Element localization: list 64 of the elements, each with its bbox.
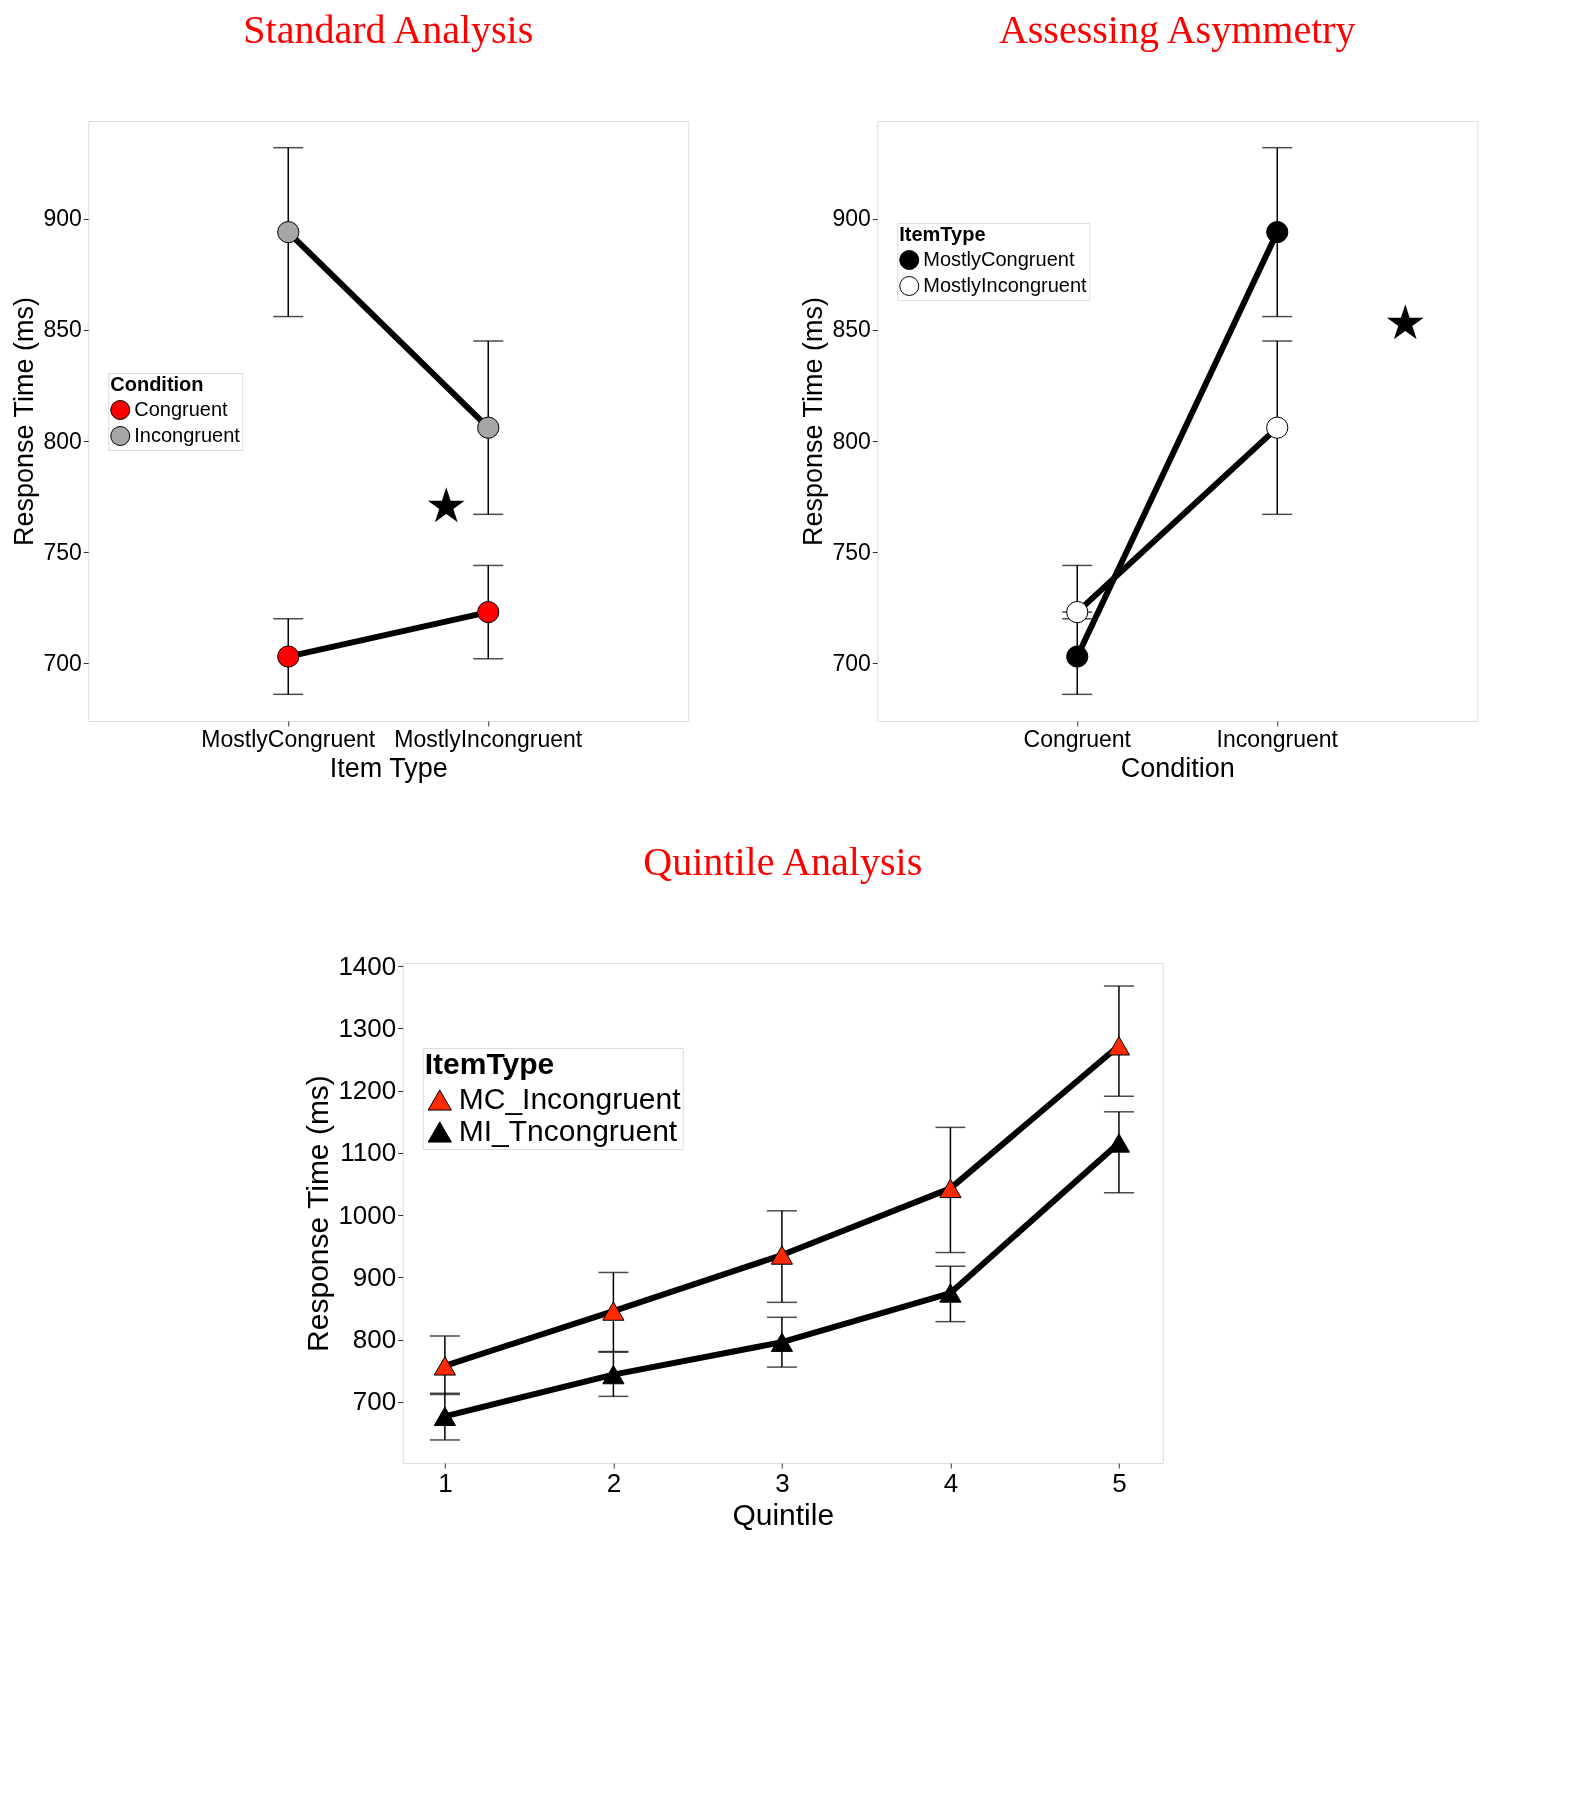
y-tick-label: 800 [352, 1324, 397, 1355]
point [477, 416, 500, 439]
point [770, 1332, 794, 1352]
point [939, 1178, 962, 1199]
legend-label: MostlyCongruent [923, 248, 1075, 270]
annotation: ★ [1383, 294, 1427, 350]
y-tick-label: 850 [832, 316, 871, 343]
x-tick-label: 4 [943, 1467, 959, 1498]
point [602, 1301, 625, 1321]
y-tick-label: 1000 [338, 1199, 397, 1230]
y-tick-label: 1300 [338, 1012, 397, 1043]
x-tick-label: 3 [775, 1467, 790, 1498]
point [1066, 645, 1089, 668]
x-tick-label: 2 [606, 1467, 622, 1498]
legend-label: MostlyIncongruent [923, 274, 1088, 296]
chart-title: Standard Analysis [243, 7, 534, 52]
y-axis-title: Response Time (ms) [9, 296, 40, 547]
y-axis-title: Response Time (ms) [798, 296, 829, 547]
point [477, 601, 500, 624]
x-tick-label: MostlyIncongruent [394, 725, 583, 752]
y-tick-label: 750 [43, 538, 82, 565]
point [433, 1356, 456, 1376]
y-tick-label: 700 [352, 1386, 397, 1417]
y-tick-label: 800 [43, 427, 82, 454]
legend-label: MC_Incongruent [458, 1082, 682, 1115]
x-axis-title: Item Type [329, 752, 448, 783]
point [602, 1364, 625, 1385]
y-axis-title: Response Time (ms) [301, 1075, 335, 1352]
point [277, 645, 300, 668]
x-axis-title: Condition [1120, 752, 1235, 783]
point [939, 1283, 962, 1303]
y-tick-label: 1100 [340, 1137, 397, 1168]
y-tick-label: 1400 [338, 950, 397, 981]
legend-label: Incongruent [134, 424, 241, 446]
x-tick-label: MostlyCongruent [201, 725, 376, 752]
x-tick-label: Incongruent [1216, 725, 1339, 752]
point [1266, 221, 1289, 244]
x-axis-title: Quintile [732, 1497, 835, 1531]
y-tick-label: 700 [43, 649, 82, 676]
y-tick-label: 900 [352, 1261, 397, 1292]
legend-label: Congruent [134, 398, 229, 420]
point [277, 221, 300, 244]
annotation: ★ [424, 476, 468, 533]
y-tick-label: 850 [43, 316, 82, 343]
legend-title: ItemType [899, 223, 986, 245]
y-tick-label: 900 [832, 205, 871, 232]
x-tick-label: Congruent [1023, 725, 1132, 752]
point [433, 1406, 456, 1426]
x-tick-label: 5 [1112, 1467, 1127, 1498]
legend-title: Condition [110, 373, 204, 395]
legend-title: ItemType [424, 1047, 555, 1080]
legend-label: MI_Tncongruent [458, 1114, 678, 1147]
y-tick-label: 900 [43, 205, 82, 232]
point [1107, 1036, 1131, 1056]
x-tick-label: 1 [438, 1467, 453, 1498]
y-tick-label: 700 [832, 649, 871, 676]
y-tick-label: 750 [832, 538, 871, 565]
y-tick-label: 800 [832, 427, 871, 454]
chart-title: Quintile Analysis [643, 839, 923, 885]
point [770, 1245, 794, 1265]
point [1066, 601, 1089, 624]
chart-title: Assessing Asymmetry [998, 7, 1356, 52]
point [1266, 416, 1289, 439]
y-tick-label: 1200 [338, 1075, 397, 1106]
